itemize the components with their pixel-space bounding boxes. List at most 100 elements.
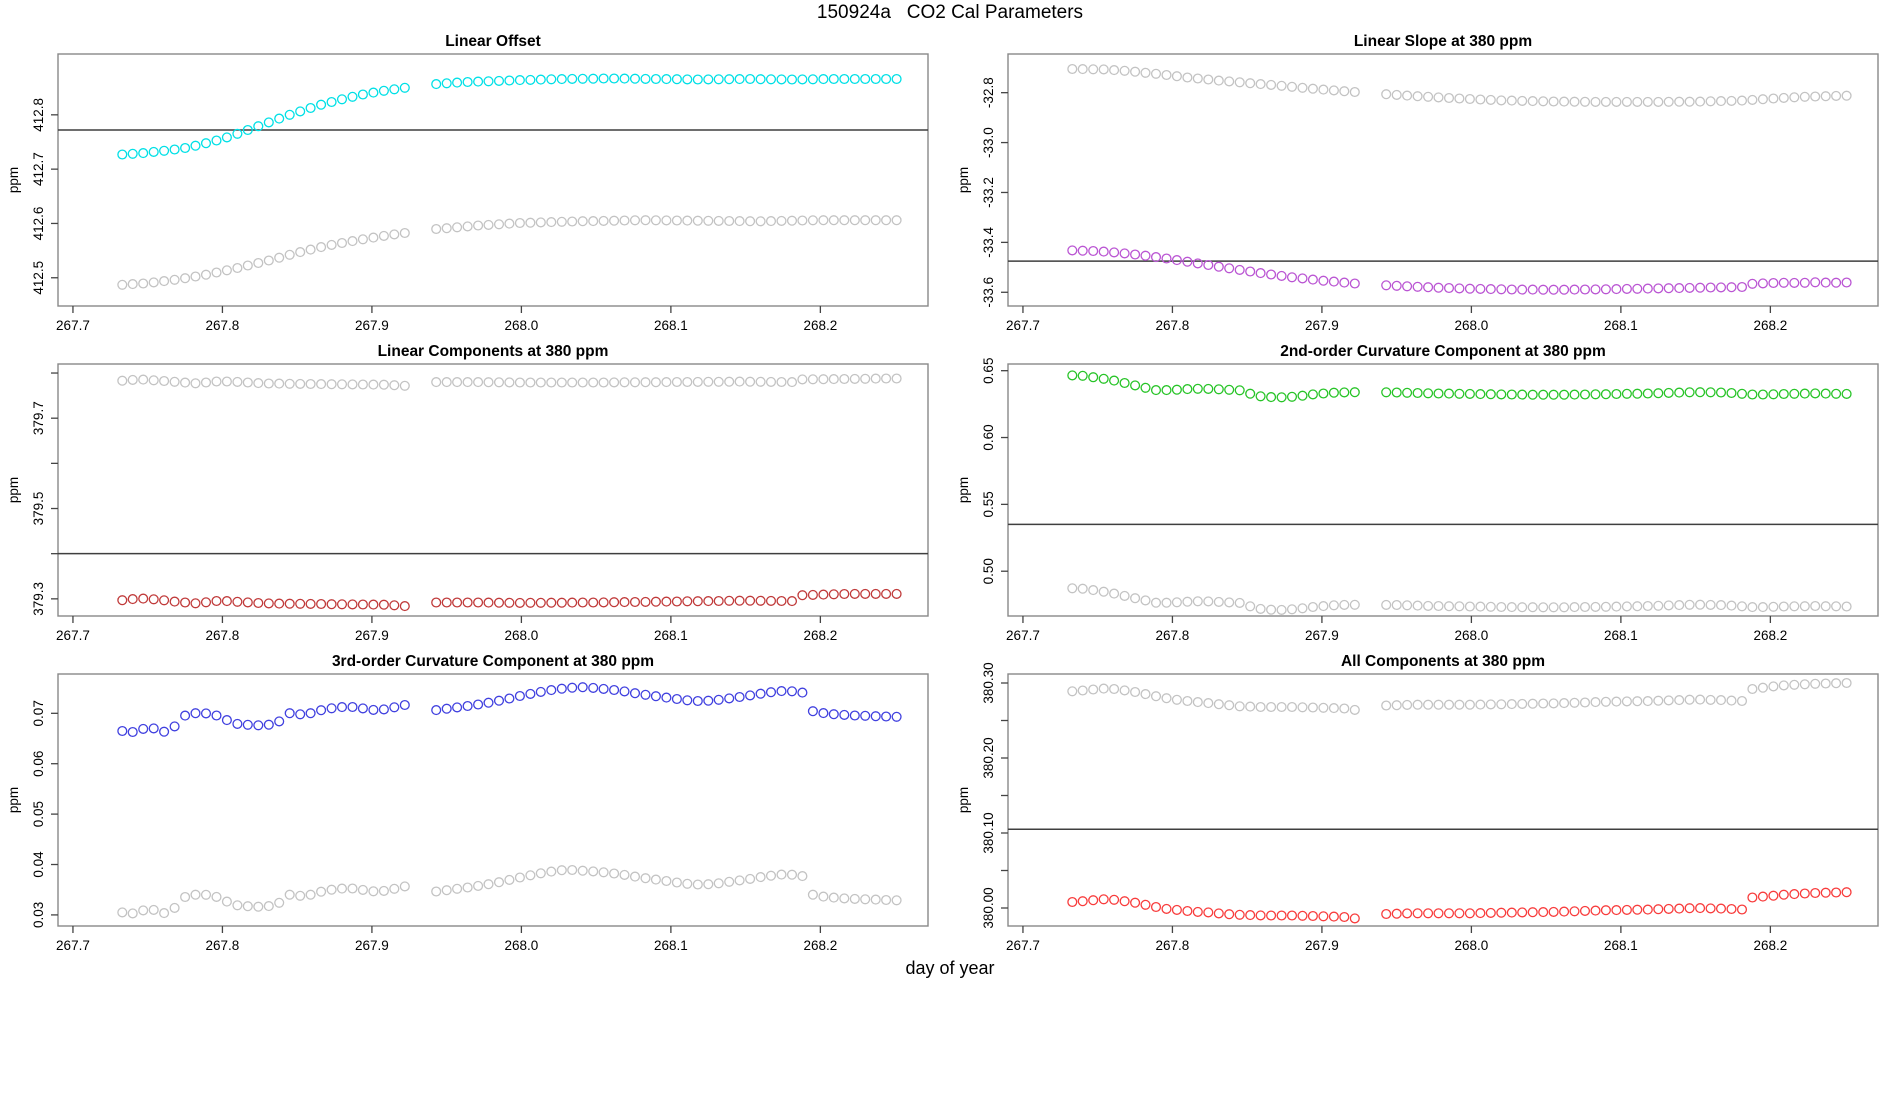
data-point <box>389 600 400 611</box>
data-point <box>483 219 494 230</box>
y-tick-label: 412.5 <box>31 261 46 295</box>
data-point <box>1381 387 1392 398</box>
data-point <box>703 695 714 706</box>
data-point <box>399 699 410 711</box>
data-point <box>1684 903 1695 914</box>
data-point <box>1538 602 1549 613</box>
data-point <box>765 870 777 881</box>
data-point <box>525 688 536 699</box>
data-point <box>127 594 138 605</box>
data-point <box>1402 600 1413 611</box>
data-point <box>713 694 724 705</box>
data-point <box>347 91 358 102</box>
data-point <box>860 588 871 599</box>
data-point <box>1642 600 1653 612</box>
data-point <box>1611 96 1622 107</box>
data-point <box>1517 602 1528 613</box>
data-point <box>713 595 724 607</box>
data-point <box>1726 903 1737 915</box>
data-point <box>881 894 892 906</box>
data-point <box>1255 391 1266 402</box>
data-point <box>1234 909 1245 920</box>
data-point <box>1423 282 1434 293</box>
data-point <box>399 601 410 612</box>
data-point <box>242 901 253 912</box>
data-point <box>1307 601 1318 613</box>
y-tick-label: 412.7 <box>31 152 46 186</box>
data-point <box>556 74 567 85</box>
data-point <box>1674 283 1685 294</box>
data-point <box>661 377 672 388</box>
data-point <box>1726 282 1737 293</box>
data-point <box>1130 686 1141 698</box>
data-point <box>148 146 159 157</box>
data-point <box>765 74 777 85</box>
data-point <box>1307 389 1318 400</box>
data-point <box>1077 370 1088 381</box>
data-point <box>1140 689 1151 700</box>
data-point <box>891 215 902 226</box>
data-point <box>1276 80 1287 91</box>
data-point <box>619 686 630 697</box>
data-point <box>1339 86 1350 97</box>
data-point <box>378 599 389 610</box>
x-tick-label: 268.0 <box>1455 628 1489 643</box>
data-point <box>1266 701 1277 713</box>
data-point <box>336 883 348 894</box>
x-tick-label: 268.0 <box>1455 938 1489 953</box>
data-point <box>546 597 557 608</box>
data-point <box>1286 701 1298 713</box>
data-point <box>1642 283 1653 294</box>
data-point <box>1328 276 1339 287</box>
data-point <box>724 215 735 227</box>
data-point <box>671 877 682 888</box>
data-point <box>1245 388 1256 399</box>
data-point <box>148 277 159 288</box>
data-point <box>1213 699 1224 710</box>
data-point <box>326 239 337 250</box>
data-point <box>190 708 201 719</box>
data-point <box>1611 388 1622 400</box>
data-point <box>629 871 641 882</box>
y-tick-label: 380.10 <box>981 812 996 853</box>
data-point <box>138 374 149 385</box>
data-point <box>1799 601 1810 612</box>
data-point <box>1810 277 1821 288</box>
data-point <box>1255 910 1266 921</box>
data-point <box>640 73 651 84</box>
data-point <box>1088 684 1099 695</box>
data-point <box>1192 596 1203 607</box>
data-point <box>1600 284 1611 295</box>
data-point <box>525 74 536 85</box>
data-point <box>493 219 505 230</box>
data-point <box>1768 890 1779 901</box>
data-point <box>1109 375 1120 386</box>
data-point <box>1203 596 1214 607</box>
data-point <box>1485 601 1496 612</box>
data-point <box>776 376 787 388</box>
data-point <box>609 73 620 84</box>
data-point <box>1831 678 1842 689</box>
data-point <box>284 249 295 260</box>
data-point <box>682 376 693 388</box>
data-point <box>1715 600 1727 611</box>
data-point <box>1067 370 1078 381</box>
data-point <box>535 217 546 228</box>
data-point <box>1736 95 1748 106</box>
data-point <box>745 690 756 701</box>
y-tick-label: 380.30 <box>981 662 996 703</box>
data-point <box>232 596 243 607</box>
data-point <box>452 702 463 713</box>
data-point <box>180 597 191 608</box>
data-point <box>1328 85 1339 96</box>
data-point <box>253 378 264 389</box>
data-point <box>1412 600 1423 611</box>
data-point <box>1831 277 1842 288</box>
data-point <box>765 216 777 227</box>
data-point <box>755 376 766 387</box>
data-point <box>274 113 285 124</box>
data-point <box>1496 907 1507 918</box>
data-point <box>1559 389 1570 400</box>
data-point <box>598 597 609 608</box>
data-point <box>148 375 159 386</box>
